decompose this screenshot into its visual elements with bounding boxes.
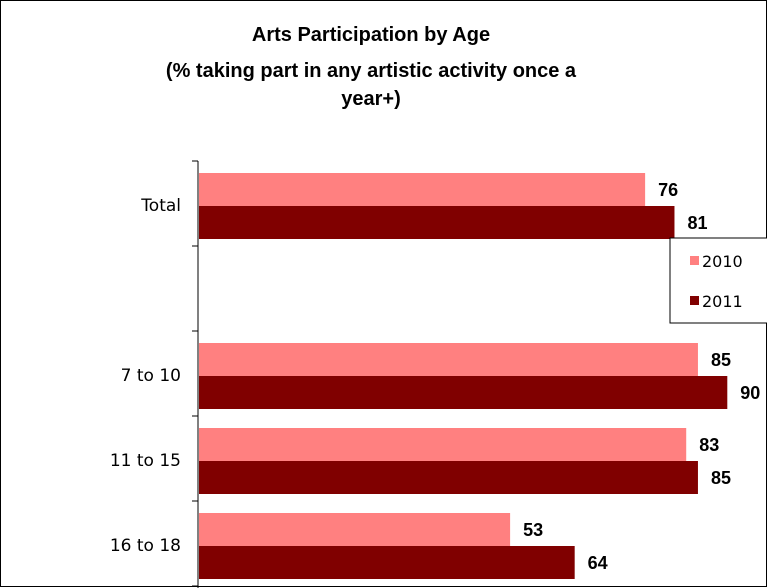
- category-label-7-to-10: 7 to 10: [121, 366, 181, 386]
- data-label-16-to-18-2011: 64: [588, 553, 608, 573]
- category-label-16-to-18: 16 to 18: [110, 536, 181, 556]
- bar-total-2010: [199, 173, 646, 206]
- data-label-11-to-15-2011: 85: [711, 468, 731, 488]
- bar-11-to-15-2010: [199, 428, 687, 461]
- chart-title: Arts Participation by Age: [252, 24, 490, 46]
- legend-label-2010: 2010: [702, 252, 743, 271]
- bar-total-2011: [199, 206, 675, 239]
- chart-subtitle-continued: year+): [341, 88, 401, 110]
- legend-label-2011: 2011: [702, 292, 743, 311]
- chart-subtitle: (% taking part in any artistic activity …: [166, 60, 577, 82]
- bar-16-to-18-2010: [199, 513, 511, 546]
- bar-7-to-10-2011: [199, 376, 728, 409]
- data-label-16-to-18-2010: 53: [523, 520, 543, 540]
- legend-box: [669, 237, 767, 324]
- bar-16-to-18-2011: [199, 546, 575, 579]
- data-label-7-to-10-2011: 90: [740, 383, 760, 403]
- legend-swatch-2010: [690, 256, 699, 265]
- legend: 2010 2011: [669, 237, 767, 324]
- category-label-total: Total: [140, 196, 181, 216]
- bar-11-to-15-2011: [199, 461, 698, 494]
- data-label-total-2010: 76: [658, 180, 678, 200]
- plot-area: Total 76 81 7 to 10 85 90 11 to 15 83 85 16 to 18…: [110, 160, 760, 588]
- data-label-total-2011: 81: [687, 213, 707, 233]
- bar-7-to-10-2010: [199, 343, 698, 376]
- data-label-11-to-15-2010: 83: [699, 435, 719, 455]
- category-label-11-to-15: 11 to 15: [110, 451, 181, 471]
- data-label-7-to-10-2010: 85: [711, 350, 731, 370]
- legend-swatch-2011: [690, 296, 699, 305]
